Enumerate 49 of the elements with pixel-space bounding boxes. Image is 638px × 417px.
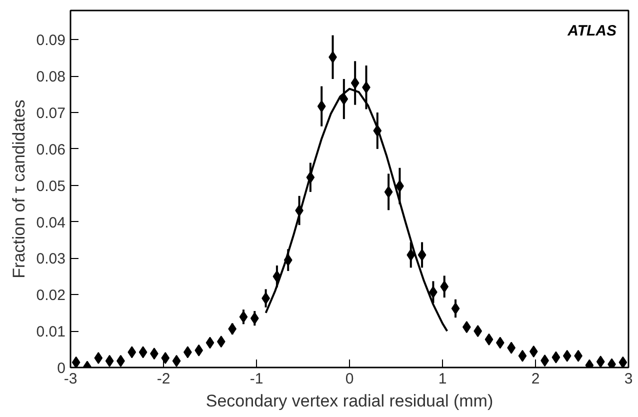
point bbox=[94, 352, 103, 364]
point bbox=[451, 302, 460, 314]
point bbox=[216, 336, 226, 348]
y-tick-label: 0.05 bbox=[36, 178, 66, 195]
x-tick-label: 2 bbox=[531, 370, 540, 388]
y-tick-label: 0.09 bbox=[36, 32, 66, 50]
point bbox=[562, 350, 572, 362]
y-tick-label: 0.01 bbox=[36, 324, 66, 341]
point bbox=[496, 336, 504, 349]
y-tick-label: 0.02 bbox=[36, 287, 66, 304]
point bbox=[484, 333, 494, 346]
x-tick-label: 1 bbox=[438, 370, 447, 388]
y-tick-label: 0 bbox=[57, 360, 66, 377]
y-tick-label: 0.06 bbox=[36, 141, 66, 158]
point bbox=[384, 186, 393, 198]
point bbox=[128, 346, 136, 358]
annotation: ATLAS bbox=[566, 22, 617, 40]
point bbox=[529, 345, 538, 358]
point bbox=[350, 76, 360, 89]
y-axis-title: Fraction of τ candidates bbox=[9, 100, 28, 278]
point bbox=[406, 248, 416, 261]
x-tick-label: 3 bbox=[624, 370, 633, 388]
point bbox=[596, 356, 605, 368]
point bbox=[618, 356, 628, 368]
y-tick-label: 0.03 bbox=[36, 250, 66, 268]
point bbox=[72, 356, 80, 368]
point bbox=[317, 100, 326, 112]
point bbox=[440, 280, 449, 293]
y-tick-label: 0.04 bbox=[36, 214, 66, 232]
point bbox=[518, 350, 527, 362]
x-tick-label: 0 bbox=[345, 370, 354, 388]
point bbox=[172, 354, 181, 367]
point bbox=[105, 354, 114, 367]
x-tick-label: -2 bbox=[156, 370, 170, 388]
point bbox=[161, 352, 170, 364]
point bbox=[138, 346, 148, 358]
point bbox=[418, 248, 426, 261]
point bbox=[239, 310, 248, 323]
point bbox=[340, 93, 348, 106]
point bbox=[474, 325, 482, 338]
y-tick-label: 0.08 bbox=[36, 68, 66, 86]
point bbox=[194, 344, 204, 356]
y-tick-label: 0.07 bbox=[36, 105, 66, 122]
x-tick-label: -1 bbox=[250, 370, 264, 388]
point bbox=[552, 351, 560, 364]
point bbox=[206, 336, 214, 349]
x-tick-label: -3 bbox=[64, 370, 78, 388]
x-axis-title: Secondary vertex radial residual (mm) bbox=[206, 392, 494, 410]
point bbox=[250, 312, 259, 324]
